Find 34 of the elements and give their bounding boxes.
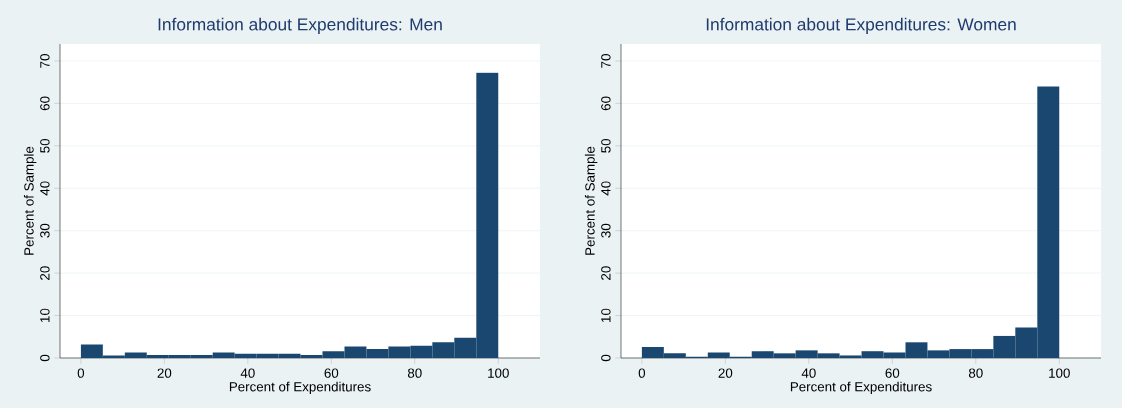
x-tick-label: 0 bbox=[77, 368, 85, 378]
y-tick-label: 30 bbox=[601, 223, 611, 238]
y-tick-label: 20 bbox=[40, 266, 50, 280]
y-tick-label: 10 bbox=[40, 308, 50, 322]
x-tick-label: 20 bbox=[718, 368, 733, 378]
y-tick-label: 20 bbox=[601, 266, 611, 280]
x-axis-title: Percent of Expenditures bbox=[790, 381, 932, 395]
y-tick-label: 50 bbox=[40, 138, 50, 153]
x-tick-label: 60 bbox=[885, 368, 900, 378]
y-tick-label: 40 bbox=[40, 181, 50, 196]
y-tick-label: 50 bbox=[601, 138, 611, 153]
y-tick-label: 60 bbox=[40, 96, 50, 111]
y-tick-label: 60 bbox=[601, 96, 611, 111]
y-tick-label: 70 bbox=[601, 54, 611, 68]
x-tick-label: 40 bbox=[240, 368, 255, 378]
y-axis-title: Percent of Sample bbox=[23, 146, 37, 255]
x-tick-label: 20 bbox=[157, 368, 172, 378]
x-tick-label: 80 bbox=[968, 368, 983, 378]
x-tick-label: 0 bbox=[638, 368, 646, 378]
y-tick-label: 10 bbox=[601, 308, 611, 322]
x-axis-title: Percent of Expenditures bbox=[229, 381, 371, 395]
x-tick-label: 100 bbox=[488, 368, 509, 378]
y-tick-label: 70 bbox=[40, 54, 50, 68]
y-tick-label: 40 bbox=[601, 181, 611, 196]
y-axis-title: Percent of Sample bbox=[584, 146, 598, 255]
y-tick-label: 0 bbox=[40, 354, 50, 362]
chart-title: Information about Expenditures: Men bbox=[158, 17, 442, 34]
x-tick-label: 100 bbox=[1049, 368, 1070, 378]
chart-title: Information about Expenditures: Women bbox=[706, 17, 1016, 34]
x-tick-label: 80 bbox=[407, 368, 422, 378]
y-tick-label: 30 bbox=[40, 223, 50, 238]
x-tick-label: 60 bbox=[324, 368, 339, 378]
x-tick-label: 40 bbox=[801, 368, 816, 378]
y-tick-label: 0 bbox=[601, 354, 611, 362]
